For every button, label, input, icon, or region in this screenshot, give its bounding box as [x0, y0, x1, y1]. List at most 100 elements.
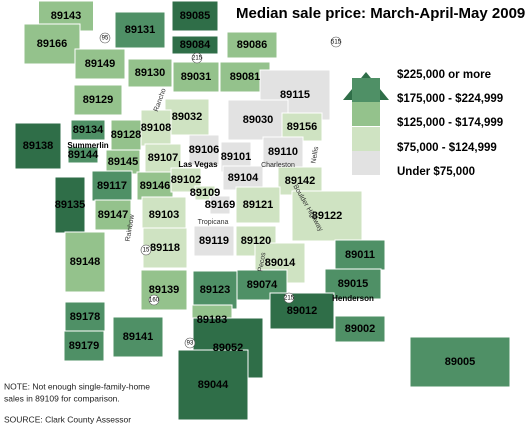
zip-label: 89148: [70, 256, 101, 268]
zip-label: 89052: [213, 342, 244, 354]
zip-label: 89044: [198, 379, 229, 391]
highway-shield: [184, 337, 196, 349]
zip-region: [64, 231, 106, 293]
highway-shield: [191, 52, 203, 64]
zip-region: [144, 143, 182, 173]
legend-label: $125,000 - $174,999: [397, 117, 503, 129]
zip-label: 89145: [108, 156, 139, 168]
zip-label: 89084: [180, 39, 211, 51]
place-label: Henderson: [332, 294, 374, 303]
zip-label: 89108: [141, 122, 172, 134]
legend: $225,000 or more $175,000 - $224,999 $125,…: [343, 69, 503, 178]
zip-region: [409, 336, 511, 388]
zip-region: [172, 61, 220, 93]
street-label: Rainbow: [125, 213, 137, 242]
zip-label: 89086: [237, 39, 268, 51]
zip-region: [277, 166, 323, 196]
highway-number: 95: [102, 36, 109, 42]
legend-swatch: [352, 151, 380, 175]
zip-region: [262, 136, 304, 168]
zip-label: 89031: [181, 71, 212, 83]
zip-region: [141, 196, 187, 234]
zip-region: [177, 349, 249, 421]
zip-label: 89118: [150, 242, 180, 254]
legend-swatch: [352, 78, 380, 102]
highway-shield: [283, 292, 295, 304]
zip-label: 89119: [199, 235, 229, 247]
zip-label: 89081: [230, 71, 261, 83]
highway-number: 93: [187, 341, 194, 347]
highway-number: 15: [143, 248, 150, 254]
zip-region: [334, 239, 386, 271]
zip-label: 89156: [287, 121, 318, 133]
place-label: Summerlin: [67, 141, 108, 150]
zip-label: 89166: [37, 38, 68, 50]
zip-label: 89144: [68, 149, 99, 161]
zip-label: 89011: [345, 249, 375, 261]
zip-label: 89115: [280, 89, 310, 101]
zip-label: 89014: [265, 257, 296, 269]
highway-number: 515: [331, 40, 342, 46]
zip-region: [291, 190, 363, 242]
zip-label: 89143: [51, 10, 82, 22]
zip-label: 89121: [243, 199, 274, 211]
zip-region: [269, 292, 335, 330]
zip-label: 89102: [171, 174, 202, 186]
zip-label: 89005: [445, 356, 476, 368]
zip-label: 89178: [70, 311, 101, 323]
zip-region: [334, 315, 386, 343]
zip-region: [114, 11, 166, 49]
zip-label: 89107: [148, 152, 179, 164]
zip-label: 89106: [189, 144, 220, 156]
zip-label: 89103: [149, 209, 180, 221]
highway-number: 160: [149, 298, 160, 304]
zip-label: 89101: [221, 151, 252, 163]
street-label: Charleston: [261, 162, 295, 169]
legend-label: Under $75,000: [397, 166, 475, 178]
zip-label: 89128: [111, 129, 142, 141]
zip-regions: [14, 0, 511, 421]
zip-label: 89147: [98, 209, 129, 221]
zip-region: [73, 84, 123, 116]
zip-region: [105, 149, 141, 175]
street-label: Pecos: [257, 251, 267, 272]
zip-label: 89032: [172, 111, 203, 123]
highway-number: 215: [284, 296, 295, 302]
zip-region: [140, 269, 188, 311]
highway-shield: [99, 32, 111, 44]
zip-label: 89146: [140, 180, 171, 192]
zip-label: 89030: [243, 114, 274, 126]
zip-region: [164, 98, 210, 136]
zip-label: 89120: [241, 235, 272, 247]
zip-label: 89109: [190, 187, 221, 199]
zip-label: 89130: [135, 67, 166, 79]
zip-label: 89074: [247, 279, 278, 291]
note-line: NOTE: Not enough single-family-home: [4, 381, 150, 391]
legend-swatch: [352, 127, 380, 151]
zip-label: 89179: [69, 340, 100, 352]
legend-label: $175,000 - $224,999: [397, 93, 503, 105]
zip-label: 89110: [268, 146, 298, 158]
zip-region: [127, 58, 173, 88]
note-line: sales in 89109 for comparison.: [4, 393, 120, 403]
zip-region: [112, 316, 164, 358]
zip-label: 89169: [205, 199, 236, 211]
zip-label: 89123: [200, 284, 231, 296]
zip-label: 89122: [312, 210, 343, 222]
zip-label: 89129: [83, 94, 114, 106]
title: Median sale price: March-April-May 2009: [236, 5, 525, 22]
zip-label: 89134: [73, 124, 104, 136]
zip-region: [222, 165, 264, 191]
zip-label: 89183: [197, 314, 228, 326]
highway-number: 215: [192, 56, 203, 62]
zip-region: [188, 134, 220, 166]
zip-region: [63, 330, 105, 362]
place-label: Las Vegas: [178, 160, 218, 169]
zip-region: [94, 199, 132, 231]
zip-label: 89012: [287, 305, 318, 317]
zip-label: 89015: [338, 278, 369, 290]
zip-label: 89149: [85, 58, 116, 70]
street-label: Tropicana: [198, 219, 229, 226]
zip-region: [23, 23, 81, 65]
street-label: Nellis: [310, 146, 320, 165]
